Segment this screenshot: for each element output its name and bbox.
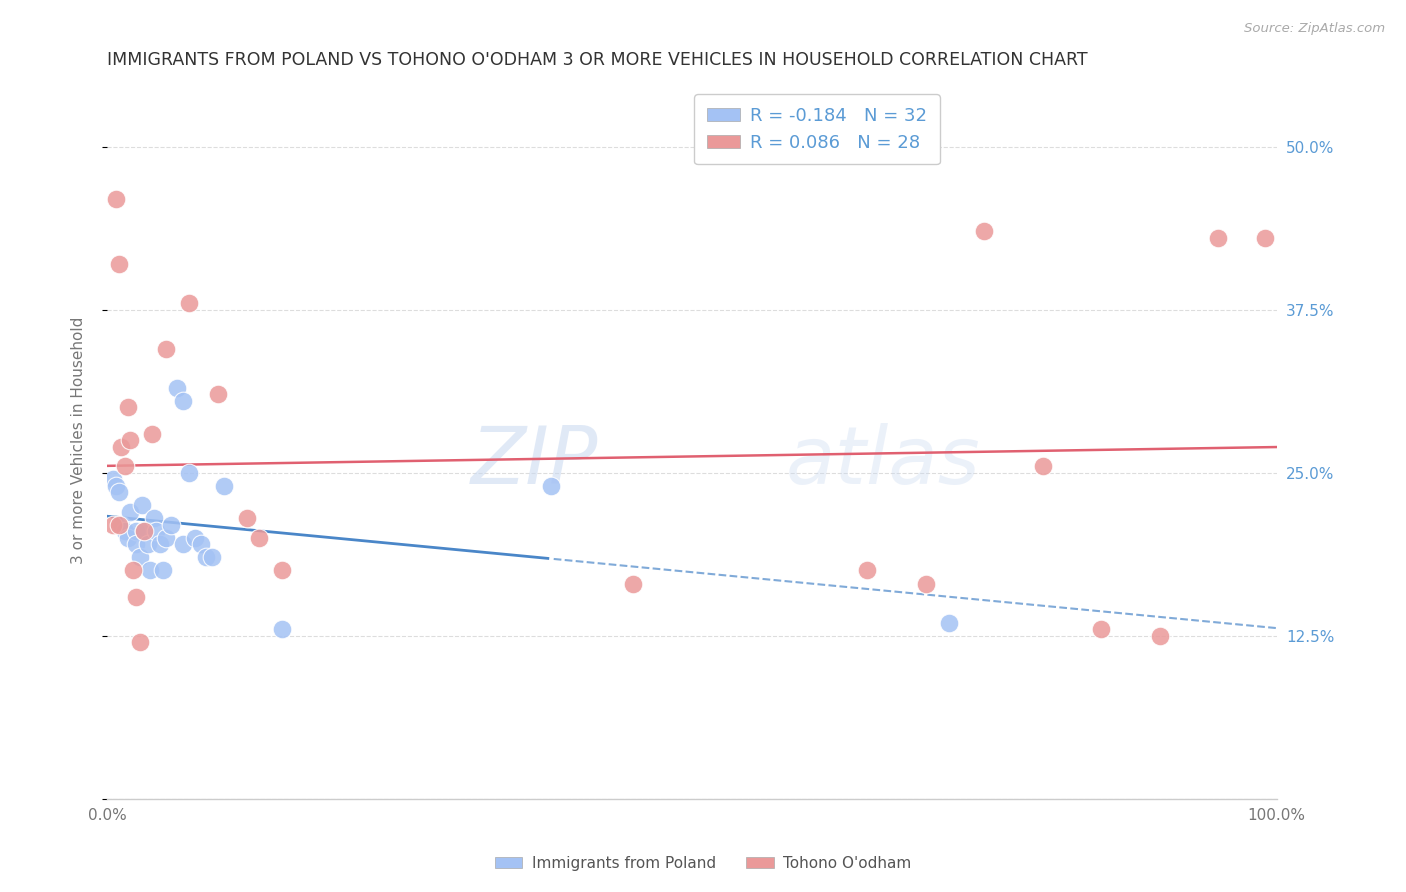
Point	[142, 511, 165, 525]
Legend: Immigrants from Poland, Tohono O'odham: Immigrants from Poland, Tohono O'odham	[489, 850, 917, 877]
Point	[125, 524, 148, 539]
Point	[190, 537, 212, 551]
Point	[207, 387, 229, 401]
Legend: R = -0.184   N = 32, R = 0.086   N = 28: R = -0.184 N = 32, R = 0.086 N = 28	[695, 94, 941, 164]
Point	[184, 531, 207, 545]
Point	[973, 224, 995, 238]
Point	[110, 440, 132, 454]
Point	[195, 550, 218, 565]
Text: atlas: atlas	[786, 423, 980, 500]
Point	[621, 576, 644, 591]
Point	[131, 498, 153, 512]
Point	[1090, 622, 1112, 636]
Point	[155, 531, 177, 545]
Point	[107, 485, 129, 500]
Point	[136, 537, 159, 551]
Point	[212, 479, 235, 493]
Point	[117, 531, 139, 545]
Point	[107, 517, 129, 532]
Point	[120, 505, 142, 519]
Point	[172, 393, 194, 408]
Point	[101, 472, 124, 486]
Point	[236, 511, 259, 525]
Point	[152, 564, 174, 578]
Point	[134, 524, 156, 539]
Point	[1032, 459, 1054, 474]
Point	[177, 466, 200, 480]
Point	[149, 537, 172, 551]
Point	[139, 564, 162, 578]
Point	[540, 479, 562, 493]
Point	[1254, 231, 1277, 245]
Point	[120, 433, 142, 447]
Point	[141, 426, 163, 441]
Point	[1149, 629, 1171, 643]
Text: Source: ZipAtlas.com: Source: ZipAtlas.com	[1244, 22, 1385, 36]
Point	[938, 615, 960, 630]
Point	[121, 564, 143, 578]
Point	[125, 537, 148, 551]
Point	[914, 576, 936, 591]
Point	[110, 517, 132, 532]
Point	[134, 524, 156, 539]
Point	[105, 192, 128, 206]
Point	[114, 459, 136, 474]
Point	[128, 550, 150, 565]
Point	[177, 296, 200, 310]
Point	[117, 401, 139, 415]
Point	[172, 537, 194, 551]
Point	[201, 550, 224, 565]
Text: ZIP: ZIP	[471, 423, 598, 500]
Point	[271, 622, 294, 636]
Point	[101, 517, 124, 532]
Point	[160, 517, 183, 532]
Point	[128, 635, 150, 649]
Point	[166, 381, 188, 395]
Point	[856, 564, 879, 578]
Point	[107, 257, 129, 271]
Point	[1206, 231, 1229, 245]
Point	[247, 531, 270, 545]
Text: IMMIGRANTS FROM POLAND VS TOHONO O'ODHAM 3 OR MORE VEHICLES IN HOUSEHOLD CORRELA: IMMIGRANTS FROM POLAND VS TOHONO O'ODHAM…	[107, 51, 1088, 69]
Point	[114, 524, 136, 539]
Point	[125, 590, 148, 604]
Point	[145, 524, 167, 539]
Point	[105, 479, 128, 493]
Point	[155, 342, 177, 356]
Y-axis label: 3 or more Vehicles in Household: 3 or more Vehicles in Household	[72, 317, 86, 564]
Point	[271, 564, 294, 578]
